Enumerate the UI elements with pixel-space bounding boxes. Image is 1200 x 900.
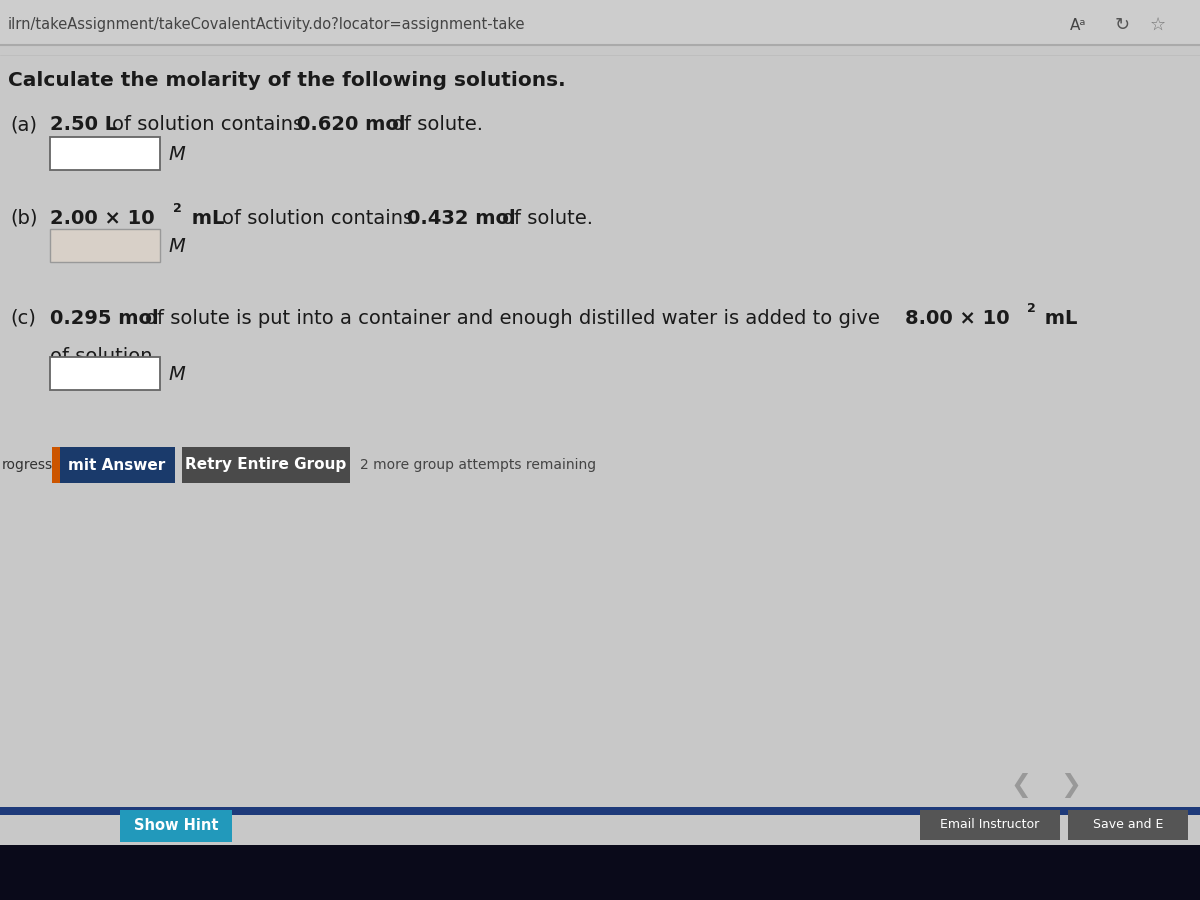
Text: Aᵃ: Aᵃ — [1070, 17, 1086, 32]
Text: M: M — [168, 237, 185, 256]
Text: of solution contains: of solution contains — [112, 115, 304, 134]
Text: ❯: ❯ — [1060, 772, 1081, 797]
Text: mL: mL — [1038, 309, 1078, 328]
Text: 2.00 × 10: 2.00 × 10 — [50, 209, 155, 228]
Text: 8.00 × 10: 8.00 × 10 — [905, 309, 1009, 328]
Bar — [182, 447, 350, 483]
Text: ↻: ↻ — [1115, 16, 1130, 34]
Text: rogress: rogress — [2, 458, 53, 472]
Bar — [50, 357, 160, 390]
Bar — [50, 229, 160, 262]
Bar — [0, 845, 1200, 900]
Bar — [50, 137, 160, 170]
Text: 2: 2 — [173, 202, 182, 214]
Text: of solute is put into a container and enough distilled water is added to give: of solute is put into a container and en… — [145, 309, 880, 328]
Text: of solution.: of solution. — [50, 346, 158, 365]
Text: of solution contains: of solution contains — [222, 209, 413, 228]
Bar — [120, 810, 232, 842]
Text: 0.295 mol: 0.295 mol — [50, 309, 158, 328]
Text: M: M — [168, 364, 185, 383]
Bar — [0, 807, 1200, 815]
Text: 2.50 L: 2.50 L — [50, 115, 118, 134]
Text: Email Instructor: Email Instructor — [941, 818, 1039, 832]
Bar — [0, 0, 1200, 45]
Text: of solute.: of solute. — [392, 115, 482, 134]
Text: Retry Entire Group: Retry Entire Group — [185, 457, 347, 472]
Bar — [52, 447, 60, 483]
Text: ☆: ☆ — [1150, 16, 1166, 34]
Text: 0.620 mol: 0.620 mol — [298, 115, 406, 134]
Bar — [60, 447, 175, 483]
Text: Save and E: Save and E — [1093, 818, 1163, 832]
Text: (a): (a) — [10, 115, 37, 134]
Text: 0.432 mol: 0.432 mol — [407, 209, 516, 228]
Text: M: M — [168, 145, 185, 164]
Text: mit Answer: mit Answer — [68, 457, 166, 472]
Text: (c): (c) — [10, 309, 36, 328]
Text: 2: 2 — [1027, 302, 1036, 314]
Bar — [920, 810, 1060, 840]
Text: mL: mL — [185, 209, 224, 228]
Text: ❮: ❮ — [1010, 772, 1031, 797]
Text: Show Hint: Show Hint — [133, 818, 218, 833]
Text: (b): (b) — [10, 209, 37, 228]
Text: of solute.: of solute. — [502, 209, 593, 228]
Text: ilrn/takeAssignment/takeCovalentActivity.do?locator=assignment-take: ilrn/takeAssignment/takeCovalentActivity… — [8, 17, 526, 32]
Text: Calculate the molarity of the following solutions.: Calculate the molarity of the following … — [8, 70, 565, 89]
Bar — [1068, 810, 1188, 840]
Text: 2 more group attempts remaining: 2 more group attempts remaining — [360, 458, 596, 472]
